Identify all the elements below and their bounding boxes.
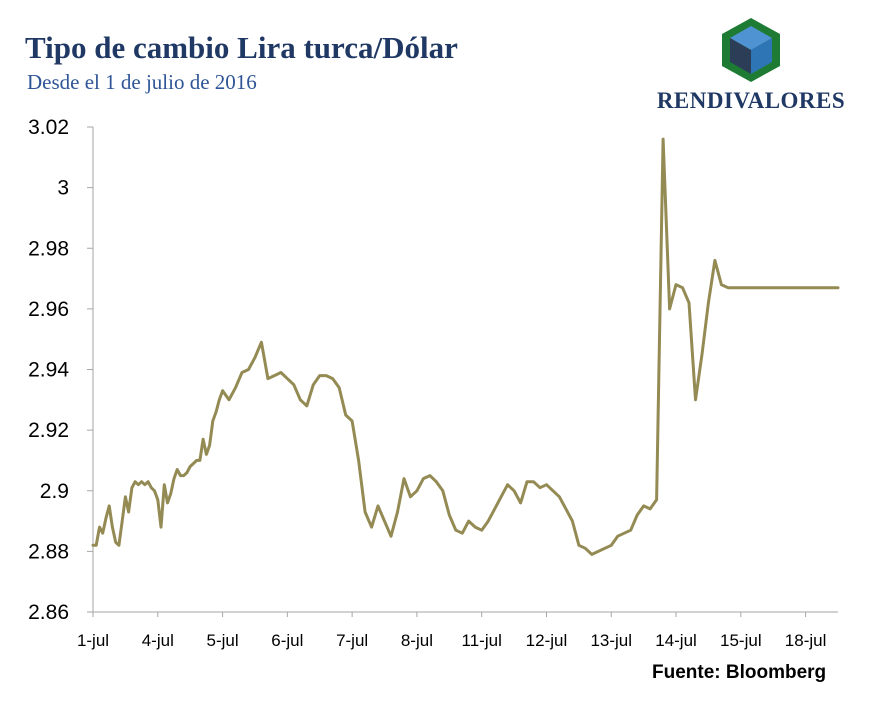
y-tick-label: 2.9 (40, 480, 69, 503)
y-tick-label: 2.94 (28, 359, 69, 382)
series-group (91, 137, 840, 556)
chart-title: Tipo de cambio Lira turca/Dólar (25, 30, 458, 65)
rendivalores-logo: RENDIVALORES (648, 16, 858, 116)
source-note: Fuente: Bloomberg (652, 662, 827, 683)
x-tick-label: 12-jul (526, 631, 568, 650)
x-tick-label: 6-jul (271, 631, 303, 650)
y-tick-label: 3 (57, 177, 69, 200)
x-tick-label: 4-jul (142, 631, 174, 650)
x-tick-label: 18-jul (785, 631, 827, 650)
y-axis-ticks: 2.86 2.88 2.9 2.92 2.94 2.96 2.98 3 3.02 (28, 116, 93, 624)
x-tick-label: 1-jul (77, 631, 109, 650)
y-tick-label: 2.86 (28, 601, 69, 624)
chart-axes (92, 127, 838, 613)
x-tick-label: 11-jul (462, 631, 502, 650)
x-tick-label: 15-jul (720, 631, 762, 650)
series-line (91, 137, 840, 556)
x-tick-label: 8-jul (401, 631, 433, 650)
cube-logo-icon (722, 18, 780, 82)
x-axis-ticks: 1-jul 4-jul 5-jul 6-jul 7-jul 8-jul 11-jul 12-j… (77, 612, 826, 650)
y-tick-label: 2.98 (28, 237, 69, 260)
x-tick-label: 7-jul (336, 631, 368, 650)
x-tick-label: 13-jul (590, 631, 632, 650)
y-tick-label: 2.88 (28, 540, 69, 563)
y-tick-label: 3.02 (28, 116, 69, 139)
x-tick-label: 14-jul (655, 631, 697, 650)
chart-subtitle: Desde el 1 de julio de 2016 (27, 70, 257, 94)
y-tick-label: 2.92 (28, 419, 69, 442)
y-tick-label: 2.96 (28, 298, 69, 321)
x-tick-label: 5-jul (207, 631, 239, 650)
logo-wordmark: RENDIVALORES (656, 88, 846, 113)
